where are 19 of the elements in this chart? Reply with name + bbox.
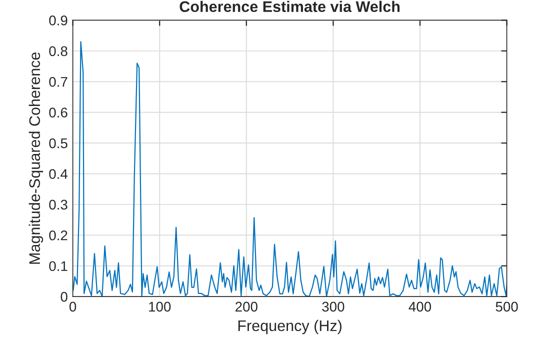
x-tick-label: 200	[236, 302, 258, 312]
y-tick-label: 0.1	[49, 261, 68, 272]
y-tick-label: 0.7	[49, 76, 68, 87]
x-tick-label: 0	[69, 302, 76, 312]
x-tick-label: 300	[322, 302, 344, 312]
y-tick-label: 0	[60, 292, 68, 302]
chart-title: Coherence Estimate via Welch	[180, 0, 400, 12]
y-tick-label: 0.5	[49, 138, 68, 148]
y-tick-label: 0.3	[49, 200, 68, 210]
x-tick-label: 500	[496, 302, 518, 312]
x-tick-label: 100	[149, 302, 171, 312]
y-tick-label: 0.2	[49, 230, 68, 240]
x-tick-label: 400	[408, 302, 432, 312]
x-axis-title: Frequency (Hz)	[238, 320, 342, 334]
y-tick-label: 0.4	[49, 169, 68, 179]
y-tick-label: 0.6	[49, 108, 68, 118]
y-tick-label: 0.8	[49, 46, 68, 56]
y-tick-label: 0.9	[49, 16, 68, 26]
y-axis-title: Magnitude-Squared Coherence	[28, 52, 44, 264]
